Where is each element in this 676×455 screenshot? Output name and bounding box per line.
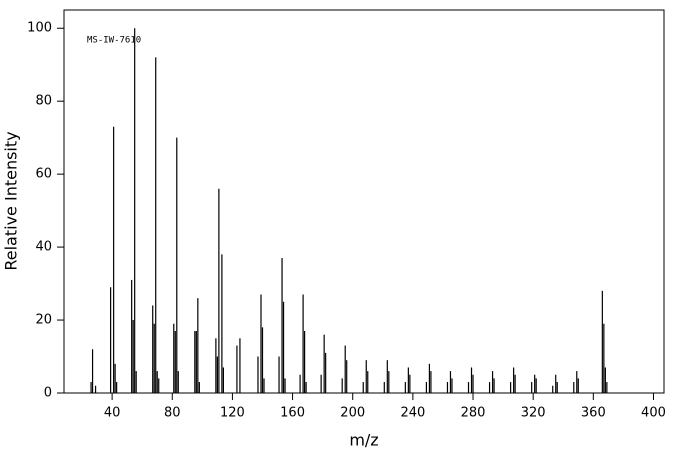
x-tick-label: 120 — [220, 406, 245, 421]
x-tick-label: 40 — [104, 406, 121, 421]
y-tick-label: 100 — [27, 21, 52, 36]
x-tick-label: 400 — [641, 406, 666, 421]
y-tick-label: 80 — [35, 94, 52, 109]
y-axis-label: Relative Intensity — [2, 131, 21, 270]
plot-frame — [63, 9, 665, 394]
x-tick-label: 280 — [461, 406, 486, 421]
x-axis-label: m/z — [349, 431, 378, 450]
x-tick-label: 320 — [521, 406, 546, 421]
x-tick-label: 240 — [400, 406, 425, 421]
y-tick-label: 60 — [35, 167, 52, 182]
x-tick-label: 160 — [280, 406, 305, 421]
y-tick-label: 40 — [35, 240, 52, 255]
x-tick-label: 200 — [340, 406, 365, 421]
x-tick-label: 360 — [581, 406, 606, 421]
x-tick-label: 80 — [164, 406, 181, 421]
y-tick-label: 20 — [35, 313, 52, 328]
y-tick-label: 0 — [44, 386, 52, 401]
annotation: MS-IW-7610 — [87, 36, 141, 46]
